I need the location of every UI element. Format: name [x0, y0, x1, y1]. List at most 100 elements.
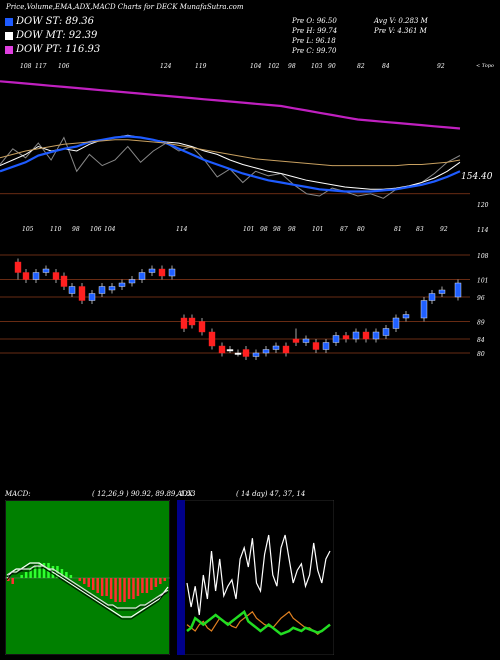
- macd-line-shadow-0: [6, 564, 169, 620]
- candle: [208, 331, 216, 347]
- macd-bar: [38, 563, 41, 578]
- adx-title: ADX: [177, 490, 193, 498]
- y-label: 114: [477, 227, 489, 234]
- x-bottom-label: 92: [440, 226, 448, 233]
- x-bottom-label: 114: [176, 226, 188, 233]
- macd-bar: [78, 578, 82, 581]
- candle: [272, 345, 280, 350]
- price-gridlines: [0, 193, 470, 354]
- candle: [108, 286, 116, 291]
- candle: [322, 342, 330, 350]
- macd-bar: [11, 578, 14, 584]
- macd-bar: [123, 578, 126, 602]
- candle: [14, 261, 22, 273]
- x-top-label: 102: [268, 63, 280, 70]
- x-top-label: 124: [160, 63, 172, 70]
- candle: [188, 317, 196, 326]
- x-top-label: 84: [382, 63, 390, 70]
- macd-bar: [109, 578, 113, 599]
- corner-label: < Topo: [476, 63, 494, 69]
- candle: [52, 272, 60, 280]
- x-top-label: 104: [250, 63, 262, 70]
- candle: [218, 345, 226, 354]
- adx-params: ( 14 day) 47, 37, 14: [236, 490, 306, 498]
- candle: [60, 275, 68, 287]
- x-bottom-label: 105: [22, 226, 34, 233]
- candle: [372, 331, 380, 340]
- macd-bar: [163, 578, 167, 581]
- candle: [332, 335, 340, 343]
- candle: [234, 352, 242, 355]
- candle: [226, 349, 234, 352]
- legend-dow-pt: DOW PT: 116.93: [16, 44, 101, 55]
- candle: [180, 317, 188, 329]
- macd-bar: [29, 569, 32, 578]
- candlesticks: [14, 258, 462, 360]
- candle: [242, 349, 250, 357]
- candle: [198, 321, 206, 333]
- legend-swatch-st: [5, 18, 13, 26]
- candle: [312, 342, 320, 350]
- adx-line-2: [186, 609, 331, 636]
- candle: [292, 338, 300, 343]
- candle: [454, 282, 462, 298]
- legend-dow-st: DOW ST: 89.36: [16, 16, 95, 27]
- macd-bar: [65, 572, 68, 578]
- candle: [158, 268, 166, 277]
- x-bottom-label: 98: [260, 226, 268, 233]
- x-bottom-label: 87: [340, 226, 348, 233]
- x-top-label: 106: [58, 63, 70, 70]
- macd-bar: [145, 578, 149, 593]
- y-label: 101: [477, 278, 488, 285]
- x-bottom-label: 98: [288, 226, 296, 233]
- candle: [252, 352, 260, 357]
- candle: [342, 335, 350, 340]
- x-top-label: 108: [20, 63, 32, 70]
- legend-swatch-mt: [5, 32, 13, 40]
- x-bottom-label: 80: [357, 226, 365, 233]
- candle: [302, 338, 310, 343]
- y-label: 89: [477, 320, 485, 327]
- candle: [438, 289, 446, 294]
- y-axis-labels: 120 114 108 101 96 89 84 80: [477, 202, 489, 358]
- x-bottom-label: 104: [104, 226, 116, 233]
- x-bottom-label: 106: [90, 226, 102, 233]
- candle: [148, 268, 156, 273]
- adx-lines: [186, 534, 331, 636]
- macd-bar: [96, 578, 99, 593]
- macd-bar: [105, 578, 108, 596]
- macd-bar: [7, 578, 10, 581]
- x-top-label: 103: [311, 63, 323, 70]
- x-bottom-label: 83: [416, 226, 424, 233]
- macd-line-shadow-1: [6, 567, 169, 611]
- y-label: 108: [477, 253, 489, 260]
- candle: [68, 286, 76, 294]
- candle: [78, 286, 86, 301]
- ema-line-3: [0, 139, 461, 167]
- macd-bar: [141, 578, 144, 593]
- macd-bar: [47, 563, 50, 578]
- x-top-labels: 108 117 106 124 119 104 102 98 103 90 82 84 92: [20, 63, 445, 70]
- candle: [420, 300, 428, 319]
- macd-background: [6, 501, 169, 654]
- candle: [402, 314, 410, 319]
- macd-bar: [33, 566, 37, 578]
- macd-lines: [6, 562, 169, 620]
- ema-lines: [0, 80, 461, 199]
- candle: [428, 293, 436, 301]
- macd-histogram: [7, 563, 167, 602]
- ema-line-2: [0, 135, 461, 193]
- macd-bar: [60, 569, 64, 578]
- candle: [118, 282, 126, 287]
- ema-line-4: [0, 80, 461, 130]
- macd-line-1: [6, 565, 169, 609]
- candle: [392, 317, 400, 329]
- macd-bar: [118, 578, 122, 602]
- macd-bar: [91, 578, 95, 590]
- x-top-label: 90: [328, 63, 336, 70]
- candle: [362, 331, 370, 340]
- candle: [282, 345, 290, 354]
- adx-chart: [177, 500, 334, 655]
- pre-volume: Pre V: 4.361 M: [374, 27, 427, 35]
- macd-bar: [42, 563, 46, 578]
